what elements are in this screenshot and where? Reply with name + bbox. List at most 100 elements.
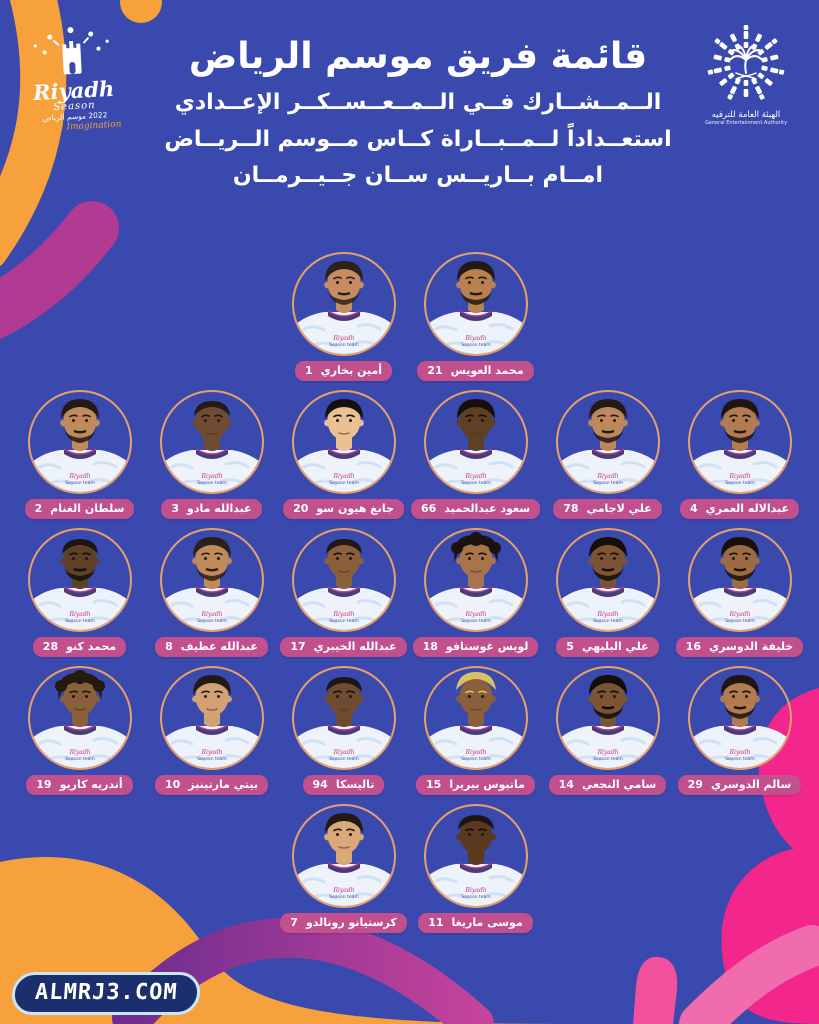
svg-text:Season team: Season team <box>461 342 490 348</box>
players-row: Riyadh Season team 2 سلطان الغنام Riyadh … <box>19 390 801 519</box>
player-name-pill: 3 عبدالله مادو <box>161 499 262 519</box>
player-number: 4 <box>689 502 698 515</box>
riyadh-logo-name: Riyadh <box>32 75 115 106</box>
svg-text:Riyadh: Riyadh <box>332 887 354 894</box>
player-name: سامي النجعي <box>581 778 657 791</box>
subtitle-line-3: امــام بــاريــس ســان جــيــرمــان <box>232 163 604 189</box>
player-number: 29 <box>687 778 703 791</box>
svg-text:Riyadh: Riyadh <box>464 611 486 618</box>
svg-text:Season team: Season team <box>65 618 94 624</box>
player-avatar: Riyadh Season team <box>27 528 132 632</box>
player-avatar: Riyadh Season team <box>687 666 792 770</box>
svg-text:Riyadh: Riyadh <box>596 749 618 756</box>
player-avatar: Riyadh Season team <box>423 804 528 908</box>
player-card: Riyadh Season team 66 سعود عبدالحميد <box>410 390 541 519</box>
player-name: خليفة الدوسري <box>709 640 794 653</box>
player-avatar: Riyadh Season team <box>423 666 528 770</box>
gea-logo: الهيئة العامة للترفيه General Entertainm… <box>685 24 807 127</box>
player-avatar: Riyadh Season team <box>687 390 792 494</box>
player-name-pill: 4 عبدالاله العمري <box>679 499 799 519</box>
player-card: Riyadh Season team 10 بيتي مارتينيز <box>151 666 273 795</box>
player-number: 3 <box>171 502 179 515</box>
players-row: Riyadh Season team 19 أندريه كاريو Riyadh… <box>19 666 802 795</box>
player-name-pill: 1 أمين بخاري <box>294 361 393 381</box>
light-pink-stripe <box>679 925 819 1024</box>
player-name: موسى ماريغا <box>451 916 523 929</box>
player-name: سعود عبدالحميد <box>444 502 531 515</box>
player-name: علي البليهي <box>581 640 649 653</box>
svg-text:Riyadh: Riyadh <box>68 611 90 618</box>
svg-text:Riyadh: Riyadh <box>596 611 618 618</box>
pink-finger-bottom <box>633 956 678 1024</box>
player-number: 78 <box>563 502 579 515</box>
player-card: Riyadh Season team 7 كرستيانو رونالدو <box>280 804 407 933</box>
player-name-pill: 21 محمد العويس <box>417 361 534 381</box>
riyadh-season-logo: Riyadh Season 2022 موسم الرياض Beyond Im… <box>17 21 129 135</box>
player-number: 11 <box>428 916 444 929</box>
svg-text:Riyadh: Riyadh <box>332 335 354 342</box>
player-avatar: Riyadh Season team <box>423 528 528 632</box>
player-name: علي لاجامي <box>586 502 652 515</box>
player-number: 20 <box>293 502 309 515</box>
svg-text:Season team: Season team <box>329 342 358 348</box>
player-avatar: Riyadh Season team <box>423 252 528 356</box>
player-card: Riyadh Season team 5 علي البليهي <box>547 528 669 657</box>
player-number: 2 <box>34 502 43 515</box>
svg-text:Riyadh: Riyadh <box>728 611 750 618</box>
svg-text:Season team: Season team <box>329 480 358 486</box>
player-avatar: Riyadh Season team <box>291 390 396 494</box>
svg-text:Season team: Season team <box>725 756 754 762</box>
svg-text:Riyadh: Riyadh <box>200 749 222 756</box>
player-card: Riyadh Season team 18 لويس غوستافو <box>412 528 539 657</box>
svg-text:Season team: Season team <box>593 756 622 762</box>
svg-text:Season team: Season team <box>461 618 490 624</box>
player-name: عبدالاله العمري <box>705 502 789 515</box>
svg-text:Season team: Season team <box>65 756 94 762</box>
player-avatar: Riyadh Season team <box>291 666 396 770</box>
svg-text:Season team: Season team <box>593 618 622 624</box>
svg-text:Season team: Season team <box>197 618 226 624</box>
svg-text:Riyadh: Riyadh <box>596 473 618 480</box>
player-card: Riyadh Season team 17 عبدالله الخيبري <box>280 528 407 657</box>
player-number: 7 <box>290 916 298 929</box>
player-number: 15 <box>426 778 442 791</box>
magenta-band-left <box>0 201 119 340</box>
svg-text:Riyadh: Riyadh <box>728 749 750 756</box>
players-row: Riyadh Season team 1 أمين بخاري Riyadh Se… <box>283 252 537 381</box>
players-row: Riyadh Season team 7 كرستيانو رونالدو Riy… <box>280 804 537 933</box>
player-card: Riyadh Season team 8 عبدالله عطيف <box>151 528 273 657</box>
watermark-badge: ALMRJ3.COM <box>10 972 202 1015</box>
svg-text:Riyadh: Riyadh <box>464 473 486 480</box>
player-avatar: Riyadh Season team <box>27 390 132 494</box>
player-name: ماتيوس بيريرا <box>449 778 525 791</box>
player-card: Riyadh Season team 21 محمد العويس <box>415 252 537 381</box>
player-avatar: Riyadh Season team <box>555 666 660 770</box>
player-number: 28 <box>42 640 59 653</box>
player-name-pill: 2 سلطان الغنام <box>24 499 135 519</box>
subtitle-line-2: استعــداداً لــمــبــاراة كــاس مــوسم ا… <box>164 126 672 152</box>
players-grid: Riyadh Season team 1 أمين بخاري Riyadh Se… <box>0 252 819 933</box>
svg-text:Season team: Season team <box>197 756 226 762</box>
player-name-pill: 5 علي البليهي <box>556 637 659 657</box>
player-name: سلطان الغنام <box>50 502 125 515</box>
svg-text:Season team: Season team <box>461 480 490 486</box>
player-name: بيتي مارتينيز <box>188 778 259 791</box>
player-card: Riyadh Season team 2 سلطان الغنام <box>19 390 141 519</box>
player-avatar: Riyadh Season team <box>291 528 396 632</box>
player-card: Riyadh Season team 15 ماتيوس بيريرا <box>415 666 537 795</box>
player-number: 66 <box>420 502 437 515</box>
player-name-pill: 19 أندريه كاريو <box>26 775 133 795</box>
player-number: 17 <box>290 640 306 653</box>
player-avatar: Riyadh Season team <box>555 528 660 632</box>
player-name: محمد العويس <box>450 364 524 377</box>
player-name: كرستيانو رونالدو <box>305 916 397 929</box>
player-name-pill: 29 سالم الدوسري <box>677 775 802 795</box>
player-number: 19 <box>36 778 52 791</box>
player-avatar: Riyadh Season team <box>159 390 264 494</box>
player-card: Riyadh Season team 94 تاليسكا <box>283 666 405 795</box>
player-card: Riyadh Season team 16 خليفة الدوسري <box>675 528 804 657</box>
player-name-pill: 10 بيتي مارتينيز <box>154 775 269 795</box>
player-name-pill: 18 لويس غوستافو <box>412 637 539 657</box>
svg-text:Riyadh: Riyadh <box>68 473 90 480</box>
